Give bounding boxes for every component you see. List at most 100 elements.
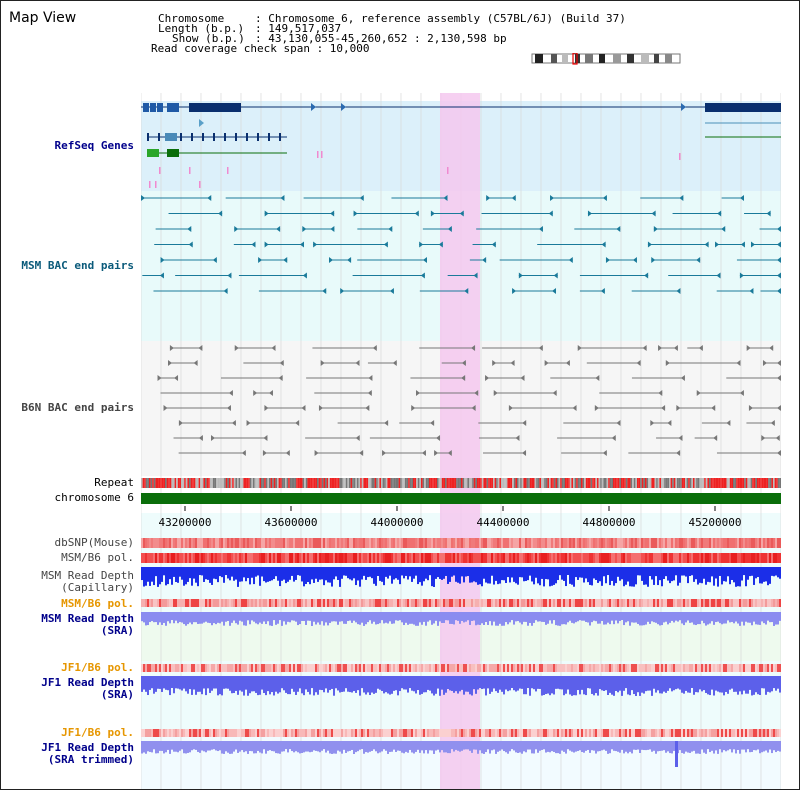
msm-depth-capillary-bar	[243, 567, 245, 578]
msm-depth-capillary-bar	[165, 567, 167, 586]
msm-b6-pol-sra-cell	[329, 599, 331, 607]
jf1-depth-trim-bar	[281, 741, 283, 752]
track-label-msm-b6-pol[interactable]: MSM/B6 pol.	[61, 551, 134, 564]
jf1-depth-bar	[643, 676, 645, 694]
track-label-chromosome[interactable]: chromosome 6	[54, 491, 134, 504]
msm-b6-pol-sra-cell	[347, 599, 349, 607]
jf1-b6-pol-trim-cell	[731, 729, 733, 737]
dbsnp-cell	[777, 538, 779, 548]
msm-depth-sra-bar	[773, 612, 775, 626]
jf1-b6-pol-cell	[417, 664, 419, 672]
msm-b6-pol-sra-cell	[487, 599, 489, 607]
track-label-msm-bac[interactable]: MSM BAC end pairs	[21, 259, 134, 272]
jf1-b6-pol-cell	[675, 664, 677, 672]
track-label-jf1-b6-pol-trimmed[interactable]: JF1/B6 pol.	[61, 726, 134, 739]
repeat-segment	[614, 478, 617, 488]
msm-bac-pair-end	[486, 195, 491, 201]
genome-tracks[interactable]: 43200000 43600000 44000000 44400000 44800000…	[141, 93, 781, 789]
msm-b6-pol-sra-cell	[433, 599, 435, 607]
jf1-b6-pol-trim-cell	[207, 729, 209, 737]
jf1-b6-pol-cell	[285, 664, 287, 672]
jf1-b6-pol-cell	[667, 664, 669, 672]
track-label-refseq[interactable]: RefSeq Genes	[54, 139, 134, 152]
repeat-segment	[256, 478, 258, 488]
b6n-bac-pair-end	[736, 360, 741, 366]
msm-bac-pair-end	[419, 241, 424, 248]
msm-depth-sra-bar	[467, 612, 469, 621]
dbsnp-cell	[477, 538, 479, 548]
repeat-segment	[293, 478, 295, 488]
msm-b6-pol-sra-cell	[363, 599, 365, 607]
jf1-b6-pol-cell	[375, 664, 377, 672]
jf1-depth-bar	[171, 676, 173, 689]
b6n-bac-pair-end	[594, 405, 599, 411]
repeat-segment	[296, 478, 298, 488]
track-label-jf1-depth[interactable]: JF1 Read Depth (SRA)	[41, 677, 134, 701]
jf1-b6-pol-cell	[743, 664, 745, 672]
jf1-b6-pol-trim-cell	[599, 729, 601, 737]
msm-b6-pol-cell	[423, 553, 425, 563]
dbsnp-cell	[157, 538, 159, 548]
repeat-segment	[361, 478, 364, 488]
jf1-depth-trim-bar	[199, 741, 201, 753]
track-label-b6n-bac[interactable]: B6N BAC end pairs	[21, 401, 134, 414]
repeat-segment	[593, 478, 596, 488]
jf1-b6-pol-trim-cell	[355, 729, 357, 737]
msm-depth-sra-bar	[639, 612, 641, 626]
track-label-jf1-depth-trimmed[interactable]: JF1 Read Depth (SRA trimmed)	[41, 742, 134, 766]
repeat-segment	[331, 478, 333, 488]
msm-bac-pair-end	[359, 195, 364, 201]
dbsnp-cell	[345, 538, 347, 548]
msm-b6-pol-sra-cell	[493, 599, 495, 607]
jf1-depth-trim-bar	[141, 741, 143, 754]
dbsnp-cell	[475, 538, 477, 548]
repeat-segment	[302, 478, 305, 488]
msm-bac-pair-end	[512, 288, 517, 294]
repeat-segment	[374, 478, 377, 488]
msm-b6-pol-cell	[289, 553, 291, 563]
msm-b6-pol-sra-cell	[153, 599, 155, 607]
track-label-jf1-b6-pol[interactable]: JF1/B6 pol.	[61, 661, 134, 674]
jf1-b6-pol-cell	[253, 664, 255, 672]
repeat-segment	[323, 478, 325, 488]
jf1-depth-trim-bar	[581, 741, 583, 752]
jf1-b6-pol-cell	[331, 664, 333, 672]
jf1-b6-pol-trim-cell	[593, 729, 595, 737]
jf1-depth-bar	[231, 676, 233, 694]
dbsnp-cell	[171, 538, 173, 548]
msm-b6-pol-sra-cell	[323, 599, 325, 607]
jf1-depth-trim-bar	[605, 741, 607, 751]
msm-depth-sra-bar	[227, 612, 229, 621]
msm-depth-capillary-bar	[455, 567, 457, 582]
track-label-msm-b6-pol-sra[interactable]: MSM/B6 pol.	[61, 597, 134, 610]
jf1-b6-pol-cell	[611, 664, 613, 672]
dbsnp-cell	[181, 538, 183, 548]
msm-b6-pol-sra-cell	[255, 599, 257, 607]
jf1-depth-bar	[545, 676, 547, 695]
repeat-segment	[368, 478, 370, 488]
repeat-segment	[488, 478, 490, 488]
track-label-msm-depth-capillary[interactable]: MSM Read Depth (Capillary)	[41, 570, 134, 594]
repeat-segment	[400, 478, 402, 488]
jf1-depth-bar	[257, 676, 259, 696]
msm-depth-sra-bar	[599, 612, 601, 624]
jf1-b6-pol-cell	[753, 664, 755, 672]
repeat-segment	[571, 478, 573, 488]
track-label-dbsnp[interactable]: dbSNP(Mouse)	[54, 536, 134, 549]
jf1-b6-pol-trim-cell	[437, 729, 439, 737]
chromosome-ideogram[interactable]	[529, 53, 684, 65]
track-label-msm-depth-sra[interactable]: MSM Read Depth (SRA)	[41, 613, 134, 637]
b6n-bac-pair-end	[485, 375, 490, 381]
dbsnp-cell	[677, 538, 679, 548]
jf1-b6-pol-cell	[447, 664, 449, 672]
track-label-repeat[interactable]: Repeat	[94, 476, 134, 489]
jf1-b6-pol-trim-cell	[351, 729, 353, 737]
msm-depth-capillary-bar	[687, 567, 689, 584]
msm-depth-sra-bar	[367, 612, 369, 623]
b6n-bac-pair-end	[169, 345, 174, 351]
jf1-b6-pol-cell	[255, 664, 257, 672]
repeat-segment	[408, 478, 410, 488]
repeat-segment	[760, 478, 762, 488]
repeat-segment	[737, 478, 740, 488]
msm-b6-pol-cell	[467, 553, 469, 563]
